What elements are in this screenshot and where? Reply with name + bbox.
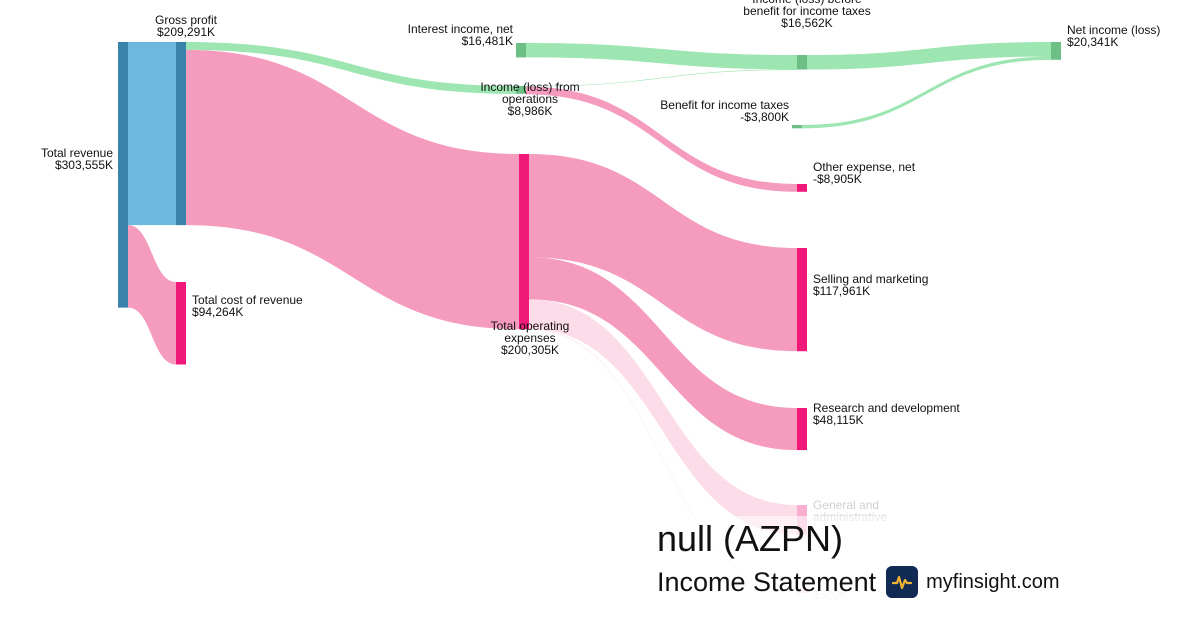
value-cost_of_revenue: $94,264K — [192, 305, 243, 319]
link-income_before_tax-to-net_income — [807, 42, 1051, 70]
label-tax_benefit: Benefit for income taxes -$3,800K — [660, 98, 789, 124]
name-operating_income: operations — [502, 92, 558, 106]
node-cost_of_revenue — [176, 282, 186, 365]
value-gross_profit: $209,291K — [157, 25, 215, 39]
link-total_revenue-to-cost_of_revenue — [128, 225, 176, 365]
value-other_expense: -$8,905K — [813, 172, 862, 186]
name-income_before_tax: benefit for income taxes — [743, 4, 870, 18]
node-operating_expenses — [519, 154, 529, 330]
name-selling_marketing: Selling and marketing — [813, 272, 928, 286]
label-operating_expenses: Total operating expenses $200,305K — [491, 319, 570, 357]
link-operating_expenses-to-other_opex — [529, 328, 797, 591]
node-tax_benefit — [792, 125, 802, 129]
label-income_before_tax: Income (loss) beforebenefit for income t… — [743, 0, 870, 30]
link-total_revenue-to-gross_profit — [128, 42, 176, 226]
node-income_before_tax — [797, 55, 807, 70]
link-interest_income-to-income_before_tax — [526, 43, 797, 70]
link-operating_income-to-income_before_tax — [526, 69, 797, 87]
value-operating_income: $8,986K — [508, 104, 553, 118]
value-research_development: $48,115K — [813, 413, 864, 427]
value-selling_marketing: $117,961K — [813, 284, 870, 298]
link-operating_expenses-to-research_development — [529, 257, 797, 451]
node-gross_profit — [176, 42, 186, 226]
node-operating_income — [516, 86, 526, 94]
name-cost_of_revenue: Total cost of revenue — [192, 293, 303, 307]
branding-row: Income Statement myfinsight.com — [657, 566, 1060, 598]
label-selling_marketing: Selling and marketing $117,961K — [813, 272, 928, 298]
statement-subtitle: Income Statement — [657, 566, 877, 597]
pulse-chart-icon — [886, 566, 919, 598]
name-interest_income: Interest income, net — [408, 22, 514, 36]
site-name: myfinsight.com — [926, 570, 1060, 593]
name-research_development: Research and development — [813, 401, 960, 415]
name-operating_income: Income (loss) from — [480, 80, 579, 94]
value-tax_benefit: -$3,800K — [740, 110, 789, 124]
label-cost_of_revenue: Total cost of revenue $94,264K — [192, 293, 303, 319]
name-operating_expenses: expenses — [504, 331, 555, 345]
name-total_revenue: Total revenue — [41, 146, 113, 160]
link-tax_benefit-to-net_income — [802, 56, 1051, 129]
company-title: null (AZPN) — [657, 518, 844, 559]
node-total_revenue — [118, 42, 128, 308]
node-research_development — [797, 408, 807, 451]
value-total_revenue: $303,555K — [55, 158, 113, 172]
name-other_expense: Other expense, net — [813, 160, 916, 174]
link-operating_expenses-to-selling_marketing — [529, 154, 797, 352]
link-operating_income-to-other_expense — [526, 86, 797, 192]
link-gross_profit-to-operating_income — [186, 42, 516, 94]
link-gross_profit-to-operating_expenses — [186, 49, 519, 330]
value-net_income: $20,341K — [1067, 35, 1118, 49]
name-income_before_tax: Income (loss) before — [752, 0, 862, 6]
name-general_admin: General and — [813, 498, 879, 512]
label-interest_income: Interest income, net $16,481K — [408, 22, 514, 48]
value-operating_expenses: $200,305K — [501, 343, 559, 357]
name-net_income: Net income (loss) — [1067, 23, 1160, 37]
branding-overlay: null (AZPN) Income Statement myfinsight.… — [657, 516, 1137, 626]
label-total_revenue: Total revenue $303,555K — [41, 146, 113, 172]
label-gross_profit: Gross profit $209,291K — [155, 13, 218, 39]
label-research_development: Research and development $48,115K — [813, 401, 960, 427]
value-income_before_tax: $16,562K — [781, 16, 832, 30]
label-operating_income: Income (loss) from operations $8,986K — [480, 80, 579, 118]
node-other_expense — [797, 184, 807, 192]
link-operating_expenses-to-general_admin — [529, 299, 797, 535]
node-selling_marketing — [797, 248, 807, 352]
name-gross_profit: Gross profit — [155, 13, 218, 27]
value-interest_income: $16,481K — [462, 34, 513, 48]
name-operating_expenses: Total operating — [491, 319, 570, 333]
node-interest_income — [516, 43, 526, 58]
label-net_income: Net income (loss) $20,341K — [1067, 23, 1160, 49]
node-net_income — [1051, 42, 1061, 60]
label-other_expense: Other expense, net -$8,905K — [813, 160, 916, 186]
name-tax_benefit: Benefit for income taxes — [660, 98, 789, 112]
